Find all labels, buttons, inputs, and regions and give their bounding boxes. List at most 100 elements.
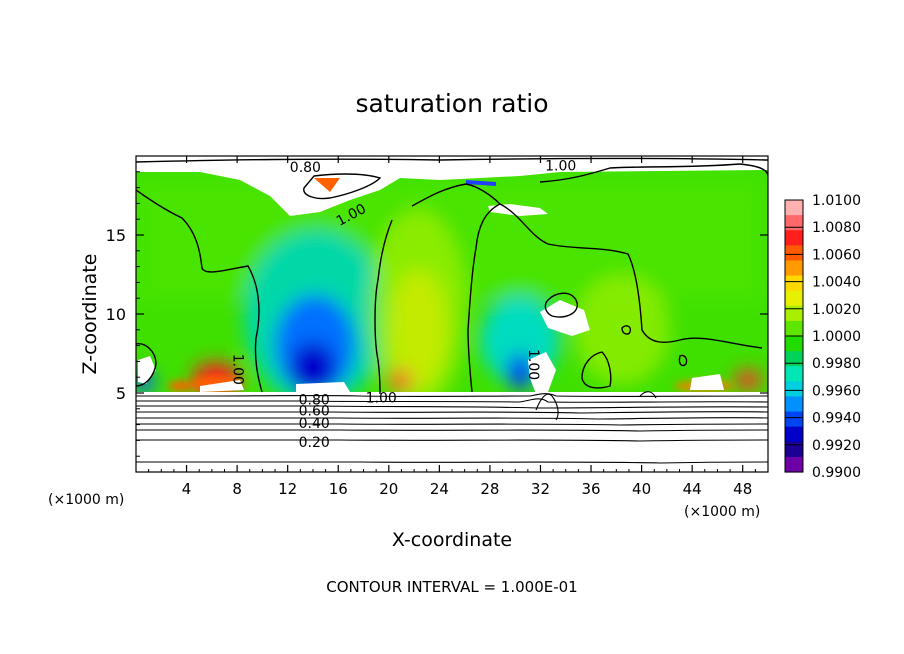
- y-axis-label: Z-coordinate: [79, 254, 101, 375]
- x-axis: 4 8 12 16 20 24 28 32 36 40 44 48: [148, 156, 756, 498]
- field-blue-center: [507, 354, 533, 390]
- contour-label: 1.00: [366, 391, 397, 407]
- contour-band-4: [136, 411, 768, 414]
- contour-label: 0.20: [299, 435, 330, 451]
- blue-stripe-top: [466, 180, 496, 186]
- white-band-bottom: [136, 392, 768, 472]
- contour-top-strip: [136, 157, 768, 163]
- contour-label: 1.00: [545, 158, 576, 174]
- colorbar-swatch: [785, 336, 803, 352]
- x-tick-label: 16: [329, 480, 348, 498]
- colorbar-swatch: [785, 230, 803, 246]
- colorbar-swatch: [785, 200, 803, 216]
- colorbar-swatch: [785, 275, 803, 292]
- contour-interval-footer: CONTOUR INTERVAL = 1.000E-01: [326, 578, 577, 596]
- contour-band-5: [136, 417, 768, 420]
- contour-mid-right-loop: [544, 292, 578, 318]
- x-tick-label: 48: [733, 480, 752, 498]
- colorbar-swatch: [785, 366, 803, 382]
- white-blob-left: [200, 380, 244, 392]
- saturation-field: [136, 156, 768, 472]
- x-axis-label: X-coordinate: [392, 529, 512, 551]
- contour-band-8: [136, 439, 768, 442]
- contour-label: 0.80: [290, 160, 321, 176]
- colorbar-swatch: [785, 396, 803, 413]
- white-blob-edge-left: [138, 356, 156, 384]
- white-patch-top-detail: [296, 174, 380, 214]
- colorbar-label: 1.0000: [812, 329, 861, 345]
- contour-left-edge-loop: [136, 343, 157, 387]
- contour-terrain-bump: [535, 393, 559, 421]
- white-blob-right: [690, 374, 724, 390]
- contour-label: 0.60: [299, 403, 330, 419]
- colorbar-swatch: [785, 426, 803, 443]
- field-red-right: [734, 370, 762, 390]
- colorbar-label: 0.9920: [812, 438, 861, 454]
- field-red-center: [389, 370, 411, 392]
- colorbar-label: 0.9900: [812, 465, 861, 481]
- colorbar-label: 0.9980: [812, 356, 861, 372]
- colorbar-label: 1.0100: [812, 193, 861, 209]
- colorbar-swatch: [785, 245, 803, 262]
- colorbar-swatch: [785, 411, 803, 428]
- contour-band-7: [136, 429, 768, 432]
- chart-title: saturation ratio: [355, 89, 548, 118]
- x-tick-label: 20: [379, 480, 398, 498]
- contour-1-00-left: [136, 189, 263, 393]
- colorbar-swatch: [785, 441, 803, 458]
- contour-lines: [136, 157, 768, 395]
- contour-terrain-bump-2: [639, 391, 657, 399]
- contour-label: 0.80: [299, 392, 330, 408]
- x-unit-label-left: (×1000 m): [48, 492, 124, 508]
- y-axis: 5 10 15: [106, 171, 768, 457]
- x-tick-label: 8: [232, 480, 242, 498]
- colorbar-swatch: [785, 320, 803, 337]
- colorbar-label: 1.0040: [812, 275, 861, 291]
- x-tick-label: 28: [480, 480, 499, 498]
- contour-lower-right-loop: [581, 351, 612, 389]
- colorbar-label: 1.0080: [812, 220, 861, 236]
- colorbar-swatch: [785, 215, 803, 231]
- plot-area: 0.80 1.001.001.00 1.001.000.800.600.400.20: [136, 156, 768, 472]
- contour-band-1: [136, 393, 768, 397]
- x-tick-label: 4: [182, 480, 192, 498]
- x-tick-label: 40: [632, 480, 651, 498]
- contour-1-00-center-left: [374, 219, 393, 395]
- x-tick-label: 44: [683, 480, 702, 498]
- contour-1-00-right: [499, 203, 763, 349]
- field-lime-center: [370, 210, 466, 410]
- field-navy-left: [290, 342, 336, 394]
- x-tick-label: 12: [278, 480, 297, 498]
- field-orange-mid: [168, 381, 192, 391]
- colorbar-label: 1.0020: [812, 302, 861, 318]
- contour-top-patch: [303, 173, 382, 200]
- color-blob-topleft: [314, 178, 340, 192]
- x-tick-label: 36: [581, 480, 600, 498]
- contour-label: 1.00: [229, 354, 245, 385]
- contour-1-00-upper-right: [539, 163, 768, 183]
- white-patch-lower-center: [528, 352, 556, 394]
- lower-contour-stack: [136, 391, 768, 464]
- colorbar-label: 1.0060: [812, 247, 861, 263]
- contour-label: 1.00: [525, 349, 541, 380]
- colorbar-swatch: [785, 351, 803, 367]
- contour-1-00-center: [411, 183, 502, 393]
- colorbar-swatch: [785, 381, 803, 398]
- colorbar-label: 0.9960: [812, 383, 861, 399]
- colorbar-label: 0.9940: [812, 411, 861, 427]
- x-tick-label: 24: [430, 480, 449, 498]
- white-patch-mid-right: [540, 300, 590, 336]
- colorbar: 1.0100 1.0080 1.0060 1.0040 1.0020 1.0000 0.99…: [784, 193, 861, 481]
- white-patch-lens: [488, 204, 548, 216]
- contour-band-2: [136, 398, 768, 403]
- contour-label: 0.40: [299, 416, 330, 432]
- y-tick-label: 10: [106, 305, 126, 324]
- colorbar-swatch: [785, 456, 803, 473]
- colorbar-swatch: [785, 305, 803, 322]
- y-tick-label: 15: [106, 226, 126, 245]
- y-tick-label: 5: [116, 384, 126, 403]
- contour-band-6: [136, 423, 768, 426]
- contour-small-loop-right-2: [678, 354, 688, 367]
- colorbar-swatch: [785, 260, 803, 277]
- contour-band-9: [136, 461, 768, 464]
